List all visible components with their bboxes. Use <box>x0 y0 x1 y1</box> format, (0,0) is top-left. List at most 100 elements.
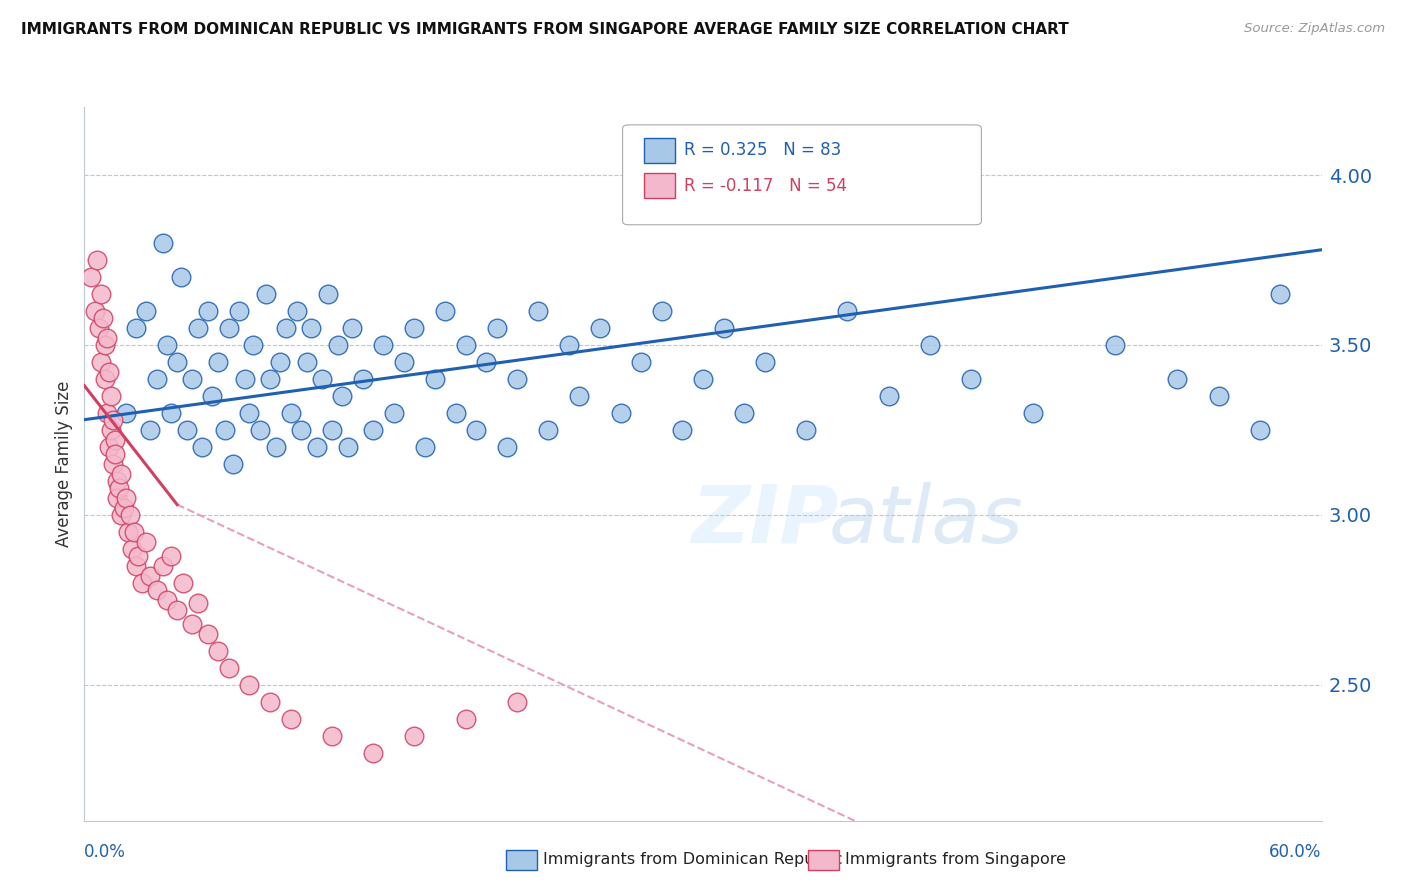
Point <box>454 712 477 726</box>
Point <box>307 440 329 454</box>
Point <box>321 423 343 437</box>
Point <box>1104 338 1126 352</box>
Point <box>321 729 343 743</box>
Point <box>112 501 135 516</box>
Point <box>98 440 121 454</box>
Point <box>156 592 179 607</box>
Point <box>1208 389 1230 403</box>
Point <box>108 481 131 495</box>
Point <box>259 372 281 386</box>
Point <box>110 467 132 481</box>
Point <box>201 389 224 403</box>
Point <box>290 423 312 437</box>
Point <box>671 423 693 437</box>
Point <box>527 304 550 318</box>
Point <box>207 644 229 658</box>
Point <box>96 406 118 420</box>
Point <box>100 423 122 437</box>
Point <box>299 321 322 335</box>
Point <box>589 321 612 335</box>
Point <box>423 372 446 386</box>
Point <box>121 541 143 556</box>
Point <box>434 304 457 318</box>
Text: R = -0.117   N = 54: R = -0.117 N = 54 <box>685 177 848 194</box>
Point <box>170 269 193 284</box>
Point <box>254 287 277 301</box>
Text: 60.0%: 60.0% <box>1270 843 1322 861</box>
Point <box>139 569 162 583</box>
Point <box>135 304 157 318</box>
Point <box>180 372 202 386</box>
Point <box>222 457 245 471</box>
Point <box>733 406 755 420</box>
Text: Immigrants from Dominican Republic: Immigrants from Dominican Republic <box>543 853 842 867</box>
Point <box>1166 372 1188 386</box>
Point <box>558 338 581 352</box>
FancyBboxPatch shape <box>623 125 981 225</box>
Point <box>152 558 174 573</box>
Point <box>122 524 145 539</box>
Point <box>280 406 302 420</box>
Text: Immigrants from Singapore: Immigrants from Singapore <box>845 853 1066 867</box>
Point <box>127 549 149 563</box>
Point <box>139 423 162 437</box>
Point <box>794 423 817 437</box>
Point <box>454 338 477 352</box>
Point <box>352 372 374 386</box>
Point <box>105 474 128 488</box>
Point <box>104 447 127 461</box>
Point <box>214 423 236 437</box>
Point <box>114 491 136 505</box>
Text: IMMIGRANTS FROM DOMINICAN REPUBLIC VS IMMIGRANTS FROM SINGAPORE AVERAGE FAMILY S: IMMIGRANTS FROM DOMINICAN REPUBLIC VS IM… <box>21 22 1069 37</box>
Point <box>114 406 136 420</box>
Point <box>197 304 219 318</box>
Point <box>90 287 112 301</box>
Point <box>94 372 117 386</box>
Point <box>218 321 240 335</box>
Point <box>86 252 108 267</box>
Point <box>326 338 349 352</box>
Point <box>117 524 139 539</box>
Point <box>87 321 110 335</box>
Point <box>125 321 148 335</box>
Point <box>118 508 141 522</box>
Point <box>90 355 112 369</box>
Point <box>172 575 194 590</box>
Point <box>311 372 333 386</box>
Point <box>100 389 122 403</box>
Point <box>238 406 260 420</box>
Point <box>166 355 188 369</box>
FancyBboxPatch shape <box>644 173 675 198</box>
Point <box>103 412 125 426</box>
Point <box>295 355 318 369</box>
Point <box>79 269 101 284</box>
Point <box>280 712 302 726</box>
Point <box>444 406 467 420</box>
Point <box>342 321 364 335</box>
Point <box>152 235 174 250</box>
Point <box>145 372 167 386</box>
Point <box>166 603 188 617</box>
Point <box>1270 287 1292 301</box>
Text: R = 0.325   N = 83: R = 0.325 N = 83 <box>685 141 842 159</box>
Y-axis label: Average Family Size: Average Family Size <box>55 381 73 547</box>
Point <box>160 406 183 420</box>
Point <box>465 423 488 437</box>
Point <box>207 355 229 369</box>
Point <box>754 355 776 369</box>
Point <box>337 440 360 454</box>
Point <box>187 321 209 335</box>
Point <box>692 372 714 386</box>
Point <box>218 661 240 675</box>
Point <box>568 389 591 403</box>
Point <box>361 746 384 760</box>
Point <box>837 304 859 318</box>
Point <box>176 423 198 437</box>
Point <box>197 626 219 640</box>
Point <box>103 457 125 471</box>
Point <box>242 338 264 352</box>
Point <box>877 389 900 403</box>
Point <box>537 423 560 437</box>
Point <box>361 423 384 437</box>
Point <box>135 535 157 549</box>
